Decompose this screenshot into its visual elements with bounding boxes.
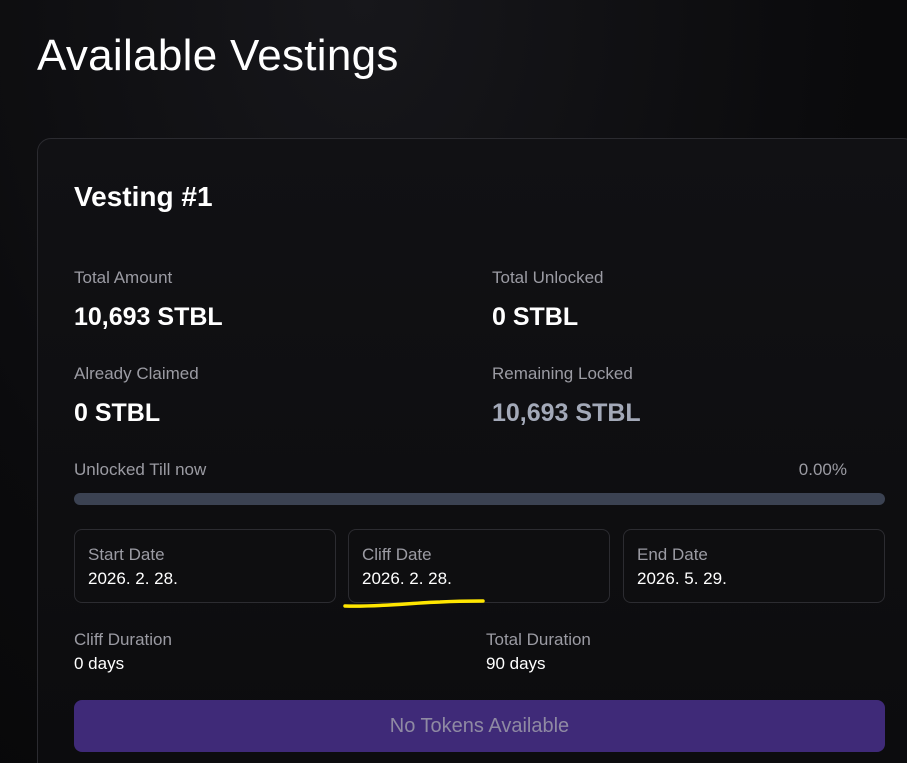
unlocked-progress-percent: 0.00% xyxy=(798,460,847,479)
total-unlocked-label: Total Unlocked xyxy=(492,268,604,287)
remaining-locked-stat: Remaining Locked 10,693 STBL xyxy=(492,363,641,429)
already-claimed-label: Already Claimed xyxy=(74,364,199,383)
cliff-date-value: 2026. 2. 28. xyxy=(362,569,452,588)
cliff-duration-value: 0 days xyxy=(74,654,125,673)
total-duration-label: Total Duration xyxy=(486,630,591,649)
total-duration: Total Duration 90 days xyxy=(486,629,591,675)
vesting-title: Vesting #1 xyxy=(74,181,213,212)
start-date-value: 2026. 2. 28. xyxy=(88,569,178,588)
total-unlocked-stat: Total Unlocked 0 STBL xyxy=(492,267,604,333)
unlocked-progress-label: Unlocked Till now xyxy=(74,460,207,479)
cliff-duration-label: Cliff Duration xyxy=(74,630,172,649)
claim-tokens-button[interactable]: No Tokens Available xyxy=(74,700,885,752)
unlocked-progress-bar xyxy=(74,493,885,505)
total-amount-value: 10,693 STBL xyxy=(74,303,223,331)
end-date-box: End Date 2026. 5. 29. xyxy=(623,529,885,603)
total-amount-stat: Total Amount 10,693 STBL xyxy=(74,267,223,333)
start-date-label: Start Date xyxy=(88,545,165,564)
total-duration-value: 90 days xyxy=(486,654,546,673)
vesting-card: Vesting #1 Total Amount 10,693 STBL Tota… xyxy=(37,138,907,763)
remaining-locked-value: 10,693 STBL xyxy=(492,399,641,427)
cliff-date-box: Cliff Date 2026. 2. 28. xyxy=(348,529,610,603)
end-date-value: 2026. 5. 29. xyxy=(637,569,727,588)
total-amount-label: Total Amount xyxy=(74,268,173,287)
remaining-locked-label: Remaining Locked xyxy=(492,364,633,383)
page-title: Available Vestings xyxy=(37,31,399,80)
start-date-box: Start Date 2026. 2. 28. xyxy=(74,529,336,603)
cliff-date-label: Cliff Date xyxy=(362,545,432,564)
total-unlocked-value: 0 STBL xyxy=(492,303,579,331)
cliff-duration: Cliff Duration 0 days xyxy=(74,629,172,675)
already-claimed-value: 0 STBL xyxy=(74,399,161,427)
already-claimed-stat: Already Claimed 0 STBL xyxy=(74,363,199,429)
end-date-label: End Date xyxy=(637,545,708,564)
